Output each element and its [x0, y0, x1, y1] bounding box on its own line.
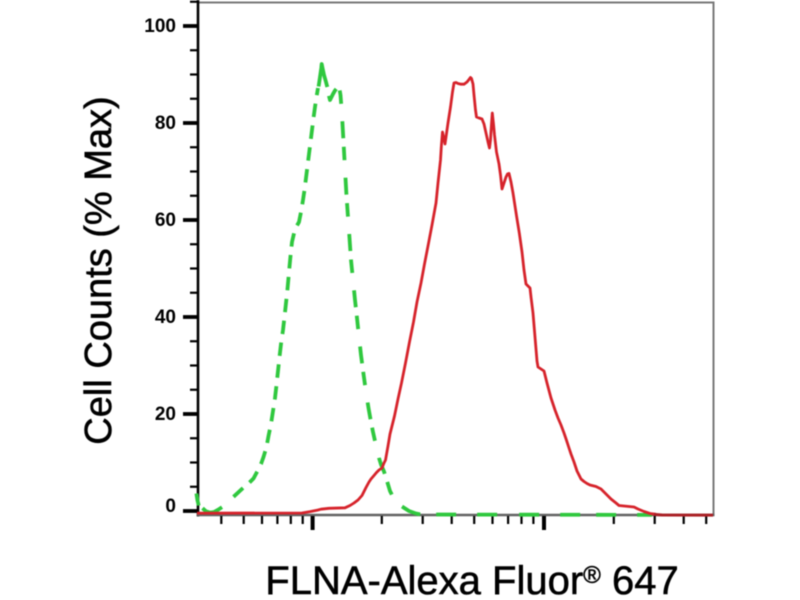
- svg-text:100: 100: [144, 16, 176, 37]
- svg-text:0: 0: [165, 496, 176, 517]
- svg-text:60: 60: [155, 210, 176, 231]
- svg-text:80: 80: [155, 113, 176, 134]
- svg-text:40: 40: [155, 307, 176, 328]
- svg-text:FLNA-Alexa Fluor® 647: FLNA-Alexa Fluor® 647: [265, 559, 678, 600]
- svg-text:20: 20: [155, 404, 176, 425]
- svg-text:Cell Counts (% Max): Cell Counts (% Max): [78, 96, 120, 444]
